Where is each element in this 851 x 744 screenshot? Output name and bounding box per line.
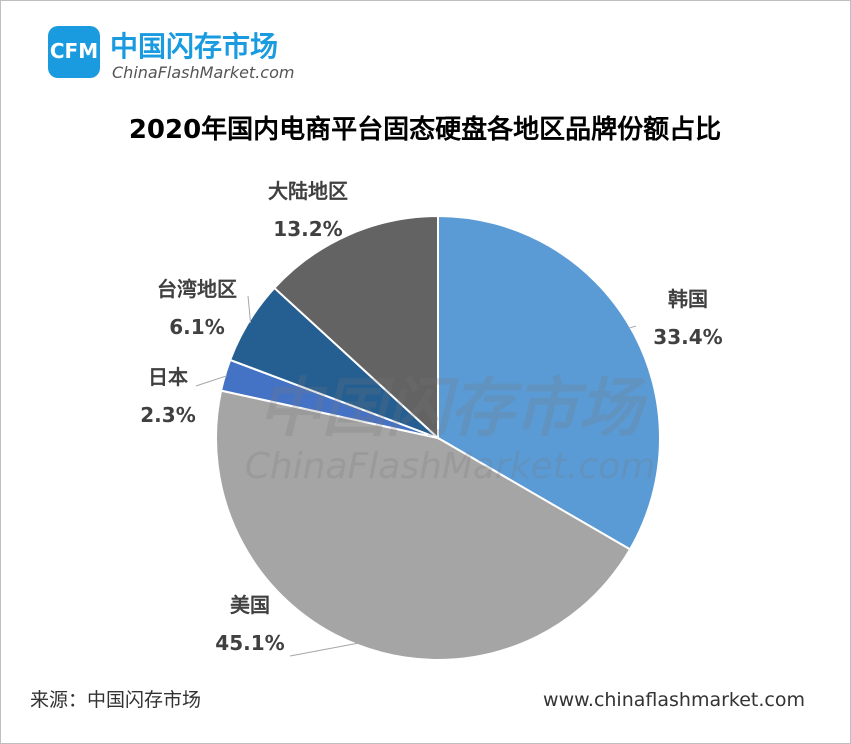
logo-text: CFM [50, 39, 98, 63]
value-label: 33.4% [653, 325, 722, 349]
brand: 中国闪存市场 [110, 30, 278, 63]
slice-label: 大陆地区 [268, 179, 348, 203]
value-label: 2.3% [140, 403, 195, 427]
pie [195, 214, 661, 661]
value-label: 45.1% [215, 631, 284, 655]
value-label: 13.2% [273, 217, 342, 241]
slice-label: 台湾地区 [157, 277, 237, 301]
pie-slice [272, 214, 439, 441]
site: ChinaFlashMarket.com [112, 63, 294, 82]
slice-label: 美国 [230, 593, 270, 617]
value-label: 6.1% [169, 315, 224, 339]
leader-line [628, 325, 637, 329]
leader-line [247, 295, 252, 323]
leader-line [195, 375, 228, 387]
watermark-brand: 中国闪存市场 [258, 372, 648, 446]
pie-slice [215, 389, 632, 661]
watermark-site: ChinaFlashMarket.com [245, 446, 656, 487]
logo-box [48, 26, 100, 78]
slice-label: 日本 [148, 365, 188, 389]
chart-title: 2020年国内电商平台固态硬盘各地区品牌份额占比 [129, 114, 721, 145]
url: www.chinaflashmarket.com [543, 689, 805, 711]
slice-label: 韩国 [668, 287, 708, 311]
leader-line [289, 642, 359, 657]
source: 来源：中国闪存市场 [30, 689, 201, 711]
